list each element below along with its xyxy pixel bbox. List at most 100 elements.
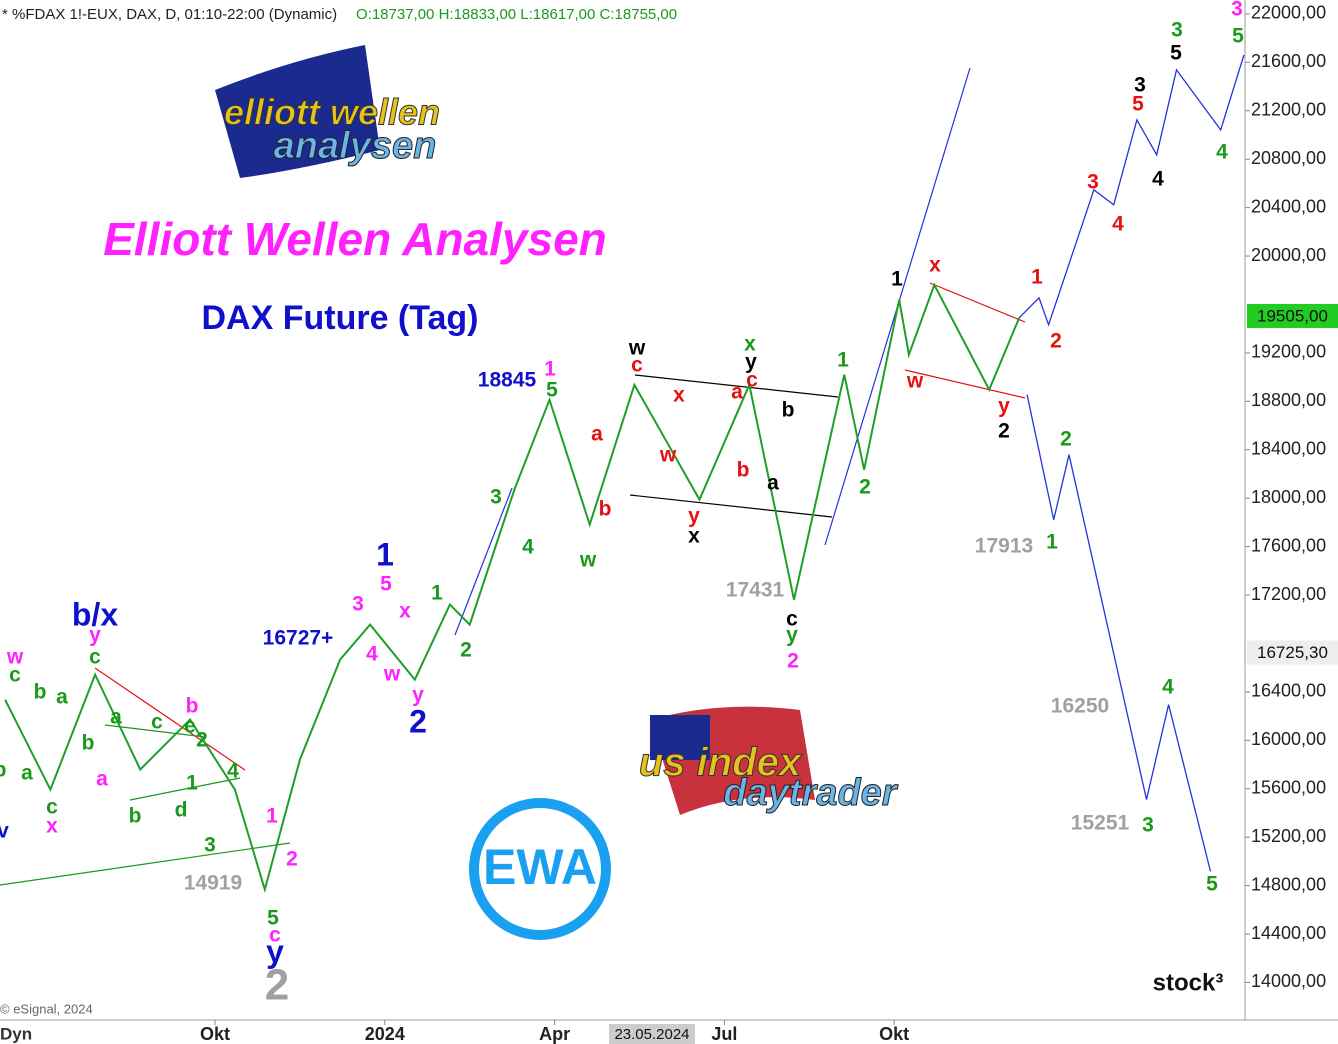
wave-label: 17913 [975, 535, 1033, 558]
wave-label: a [731, 381, 743, 404]
wave-label: 1 [1031, 266, 1043, 289]
wave-label: 16727+ [263, 627, 334, 650]
logo-text: analysen [274, 125, 437, 167]
wave-label: b [599, 498, 612, 521]
wave-label: c [151, 711, 163, 734]
wave-label: w [579, 549, 597, 572]
logo-stock3: stock³ [1153, 969, 1224, 996]
y-tick-label: 21600,00 [1251, 51, 1326, 71]
wave-label: w [906, 370, 924, 393]
wave-label: 2 [409, 703, 427, 739]
wave-label: 4 [1152, 168, 1164, 191]
wave-label: b [782, 399, 795, 422]
wave-label: 1 [266, 805, 278, 828]
wave-label: 3 [490, 486, 502, 509]
y-tick-label: 17200,00 [1251, 584, 1326, 604]
wave-label: 1 [544, 358, 556, 381]
wave-label: c [786, 608, 798, 631]
wave-label: 1 [376, 536, 394, 572]
wave-label: y [745, 351, 757, 374]
timeframe-label: Dyn [0, 1024, 32, 1043]
y-tick-label: 14800,00 [1251, 874, 1326, 894]
price-line [1018, 54, 1245, 327]
wave-label: b [737, 459, 750, 482]
logo-text: EWA [483, 839, 597, 895]
y-tick-label: 21200,00 [1251, 100, 1326, 120]
channel-line [94, 667, 246, 771]
channel-line [904, 369, 1026, 399]
channel-line [454, 487, 513, 636]
price-tag-label: 16725,30 [1257, 643, 1328, 662]
wave-label: 1 [891, 268, 903, 291]
wave-label: 4 [522, 536, 534, 559]
y-tick-label: 20000,00 [1251, 245, 1326, 265]
wave-label: c [746, 369, 758, 392]
x-tick-label: Okt [200, 1024, 230, 1044]
y-tick-label: 14000,00 [1251, 971, 1326, 991]
wave-label: x [46, 815, 58, 838]
wave-label: x [399, 600, 411, 623]
wave-label: 5 [1206, 873, 1218, 896]
wave-label: 5 [1170, 42, 1182, 65]
wave-label: d [175, 799, 188, 822]
logo-text: elliott wellen [224, 92, 440, 133]
wave-label: 3 [1134, 74, 1146, 97]
wave-label: 2 [1050, 330, 1062, 353]
y-tick-label: 15200,00 [1251, 826, 1326, 846]
wave-label: 5 [380, 573, 392, 596]
y-tick-label: 15600,00 [1251, 778, 1326, 798]
price-tag [1247, 640, 1338, 665]
wave-label: y [998, 395, 1010, 418]
wave-label: 5 [1232, 25, 1244, 48]
wave-label: 2 [787, 650, 799, 673]
y-tick-label: 18400,00 [1251, 439, 1326, 459]
copyright: © eSignal, 2024 [0, 1001, 93, 1016]
wave-label: 5 [267, 907, 279, 930]
channel-line [629, 494, 833, 518]
logo-us-index: us index daytrader [638, 706, 899, 815]
wave-label: 2 [1060, 428, 1072, 451]
y-tick-label: 18000,00 [1251, 487, 1326, 507]
price-tag-label: 19505,00 [1257, 306, 1328, 325]
logo-flag-canton [650, 715, 710, 760]
wave-label: y [412, 684, 424, 707]
wave-label: a [591, 423, 603, 446]
logo-ewa-circle: EWA [469, 798, 611, 940]
y-tick-label: 14400,00 [1251, 923, 1326, 943]
wave-label: 3 [1171, 19, 1183, 42]
wave-label: c [46, 796, 58, 819]
wave-label: x [688, 525, 700, 548]
wave-label: y [266, 933, 284, 969]
wave-label: x [929, 254, 941, 277]
wave-label: y [786, 624, 798, 647]
price-line [4, 282, 1021, 894]
y-tick-label: 20800,00 [1251, 148, 1326, 168]
logo-text: daytrader [723, 772, 898, 814]
channel-line [104, 724, 206, 738]
wave-label: 4 [366, 643, 378, 666]
wave-label: w [628, 337, 646, 360]
wave-label: 16250 [1051, 695, 1109, 718]
chart-subtitle: DAX Future (Tag) [201, 299, 478, 337]
wave-label: b [34, 681, 47, 704]
crosshair-date-box [609, 1024, 695, 1044]
wave-label: a [767, 472, 779, 495]
wave-label: b/x [72, 596, 118, 632]
symbol-header: * %FDAX 1!-EUX, DAX, D, 01:10-22:00 (Dyn… [2, 6, 337, 23]
x-tick-label: Apr [539, 1024, 570, 1044]
wave-label: 2 [265, 961, 289, 1010]
y-tick-label: 20400,00 [1251, 196, 1326, 216]
channel-line [634, 374, 839, 398]
channel-line [929, 282, 1026, 323]
wave-label: 4 [227, 760, 239, 783]
wave-label: 17431 [726, 579, 785, 602]
ohlc-header: O:18737,00 H:18833,00 L:18617,00 C:18755… [356, 6, 677, 23]
wave-label: c [269, 924, 281, 947]
wave-label: c [631, 354, 643, 377]
wave-label: a [110, 706, 122, 729]
logo-text: us index [639, 741, 803, 785]
logo-flag [215, 45, 380, 178]
wave-label: a [96, 768, 108, 791]
wave-label: 1 [837, 349, 849, 372]
